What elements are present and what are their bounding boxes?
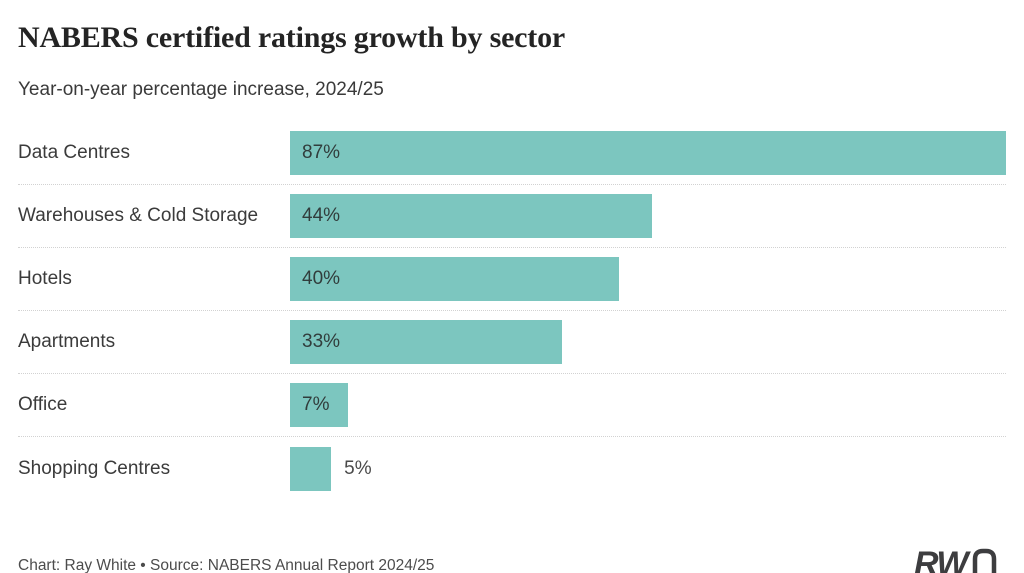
- value-label: 7%: [302, 394, 330, 415]
- chart-credit: Chart: Ray White • Source: NABERS Annual…: [18, 557, 435, 573]
- bar-office: 7%: [290, 383, 348, 427]
- category-label: Shopping Centres: [18, 457, 171, 479]
- bar-warehouses-cold-storage: 44%: [290, 194, 653, 238]
- value-label: 40%: [302, 268, 341, 289]
- bar-track: 87%: [290, 131, 1006, 175]
- chart-subtitle: Year-on-year percentage increase, 2024/2…: [18, 79, 384, 100]
- chart-row: Hotels 40%: [18, 248, 1006, 311]
- category-label: Warehouses & Cold Storage: [18, 205, 259, 226]
- value-label: 87%: [302, 142, 341, 163]
- bar-track: 40%: [290, 257, 1006, 301]
- category-label: Apartments: [18, 331, 116, 352]
- bar-chart: Data Centres 87% Warehouses & Cold Storage…: [18, 122, 1006, 500]
- chart-row: Office 7%: [18, 374, 1006, 437]
- chart-card: NABERS certified ratings growth by secto…: [0, 20, 1024, 573]
- value-label: 5%: [344, 457, 372, 479]
- bar-apartments: 33%: [290, 320, 562, 364]
- chart-row: Warehouses & Cold Storage 44%: [18, 185, 1006, 248]
- category-label: Hotels: [18, 268, 72, 289]
- chart-row: Shopping Centres 5%: [18, 437, 1006, 500]
- category-label: Data Centres: [18, 142, 130, 163]
- bar-shopping-centres: [290, 446, 332, 491]
- ray-white-logo: RW ™: [914, 547, 1006, 573]
- value-label: 44%: [302, 205, 341, 226]
- logo-n-icon: [971, 547, 998, 573]
- bar-track: 44%: [290, 194, 1006, 238]
- logo-rw-text: RW: [913, 545, 969, 573]
- chart-row: Apartments 33%: [18, 311, 1006, 374]
- value-label: 33%: [302, 331, 341, 352]
- bar-track: 33%: [290, 320, 1006, 364]
- chart-footer: Chart: Ray White • Source: NABERS Annual…: [18, 547, 1006, 573]
- bar-data-centres: 87%: [290, 131, 1006, 175]
- category-label: Office: [18, 394, 68, 415]
- bar-hotels: 40%: [290, 257, 620, 301]
- chart-row: Data Centres 87%: [18, 122, 1006, 185]
- bar-track: 7%: [290, 383, 1006, 427]
- chart-title: NABERS certified ratings growth by secto…: [18, 21, 566, 54]
- bar-track: 5%: [290, 446, 1006, 491]
